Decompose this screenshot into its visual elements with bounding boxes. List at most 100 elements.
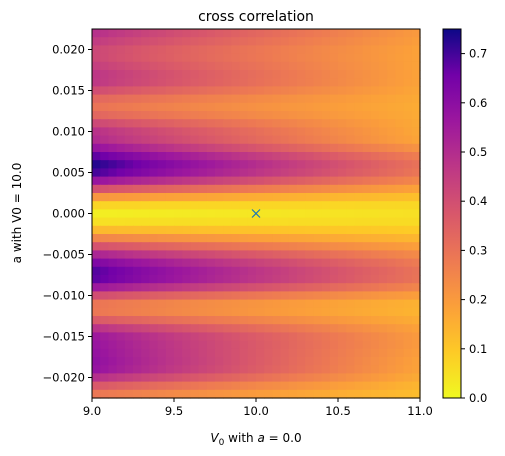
heatmap-cell	[272, 316, 282, 325]
heatmap-cell	[370, 94, 380, 104]
heatmap-cell	[354, 291, 364, 301]
heatmap-cell	[362, 365, 372, 374]
heatmap-cell	[379, 316, 388, 325]
heatmap-cell	[370, 324, 380, 333]
heatmap-cell	[297, 184, 306, 194]
heatmap-cell	[411, 373, 421, 383]
heatmap-cell	[411, 324, 421, 333]
heatmap-cell	[387, 168, 396, 178]
heatmap-cell	[206, 94, 216, 104]
heatmap-cell	[256, 53, 265, 63]
heatmap-cell	[141, 119, 150, 128]
heatmap-cell	[190, 357, 200, 366]
heatmap-cell	[223, 299, 232, 309]
heatmap-cell	[272, 340, 282, 350]
heatmap-cell	[264, 299, 273, 309]
heatmap-cell	[165, 381, 175, 391]
heatmap-cell	[215, 307, 224, 317]
heatmap-cell	[215, 291, 224, 301]
heatmap-cell	[321, 332, 331, 342]
heatmap-cell	[379, 135, 388, 145]
heatmap-cell	[198, 316, 208, 325]
heatmap-cell	[370, 201, 380, 210]
heatmap-cell	[370, 291, 380, 301]
heatmap-cell	[182, 184, 191, 194]
heatmap-cell	[272, 78, 282, 87]
heatmap-cell	[223, 209, 232, 219]
heatmap-cell	[198, 258, 208, 268]
heatmap-cell	[313, 119, 323, 128]
heatmap-cell	[124, 307, 134, 317]
heatmap-cell	[116, 143, 126, 153]
heatmap-cell	[133, 70, 142, 79]
heatmap-cell	[215, 111, 224, 120]
heatmap-cell	[297, 283, 306, 292]
heatmap-cell	[411, 53, 421, 63]
heatmap-cell	[206, 373, 216, 383]
heatmap-cell	[338, 291, 347, 301]
heatmap-cell	[362, 160, 372, 169]
heatmap-cell	[387, 340, 396, 350]
heatmap-cell	[116, 37, 126, 46]
heatmap-cell	[231, 307, 241, 317]
heatmap-cell	[223, 291, 232, 301]
heatmap-cell	[231, 119, 241, 128]
heatmap-cell	[100, 160, 109, 169]
heatmap-cell	[215, 389, 224, 399]
heatmap-cell	[387, 225, 396, 235]
heatmap-cell	[346, 127, 355, 137]
heatmap-cell	[305, 381, 314, 391]
heatmap-cell	[329, 53, 339, 63]
heatmap-cell	[92, 373, 101, 383]
heatmap-cell	[297, 70, 306, 79]
heatmap-cell	[370, 234, 380, 243]
heatmap-cell	[108, 193, 118, 202]
heatmap-cell	[157, 135, 167, 145]
heatmap-cell	[305, 217, 314, 227]
heatmap-cell	[280, 209, 290, 219]
heatmap-cell	[165, 242, 175, 251]
heatmap-cell	[108, 307, 118, 317]
heatmap-cell	[198, 184, 208, 194]
heatmap-cell	[338, 307, 347, 317]
heatmap-cell	[133, 283, 142, 292]
heatmap-cell	[239, 316, 249, 325]
heatmap-cell	[395, 70, 405, 79]
heatmap-cell	[256, 135, 265, 145]
heatmap-cell	[149, 365, 159, 374]
heatmap-cell	[100, 381, 109, 391]
colorbar-tick-label: 0.6	[469, 96, 487, 110]
heatmap-cell	[395, 61, 405, 71]
heatmap-cell	[321, 365, 331, 374]
heatmap-cell	[321, 193, 331, 202]
heatmap-cell	[329, 316, 339, 325]
heatmap-cell	[395, 332, 405, 342]
heatmap-cell	[321, 283, 331, 292]
heatmap-cell	[223, 283, 232, 292]
heatmap-cell	[313, 37, 323, 46]
heatmap-cell	[190, 324, 200, 333]
heatmap-cell	[338, 61, 347, 71]
heatmap-cell	[403, 266, 413, 276]
heatmap-cell	[387, 127, 396, 137]
heatmap-cell	[206, 316, 216, 325]
heatmap-cell	[321, 324, 331, 333]
heatmap-cell	[247, 389, 257, 399]
heatmap-cell	[379, 275, 388, 284]
heatmap-cell	[190, 135, 200, 145]
heatmap-cell	[124, 37, 134, 46]
heatmap-cell	[264, 45, 273, 55]
heatmap-cell	[92, 70, 101, 79]
heatmap-cell	[411, 176, 421, 186]
heatmap-cell	[124, 275, 134, 284]
heatmap-cell	[321, 70, 331, 79]
heatmap-cell	[411, 348, 421, 358]
heatmap-cell	[165, 119, 175, 128]
y-tick-label: 0.000	[52, 207, 85, 221]
heatmap-cell	[239, 291, 249, 301]
heatmap-cell	[403, 340, 413, 350]
heatmap-cell	[182, 299, 191, 309]
heatmap-cell	[362, 135, 372, 145]
heatmap-cell	[370, 217, 380, 227]
heatmap-cell	[182, 258, 191, 268]
